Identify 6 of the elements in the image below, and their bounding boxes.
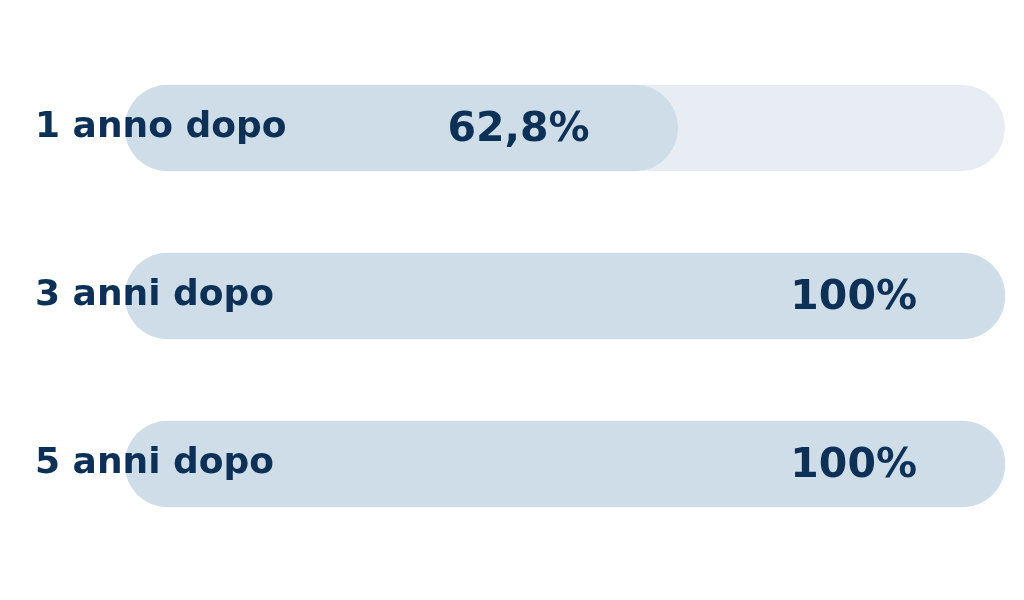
- y-tick-label: 1 anno dopo: [35, 104, 287, 146]
- data-label: 100%: [790, 438, 917, 487]
- y-tick-label: 5 anni dopo: [35, 440, 275, 482]
- data-label: 62,8%: [447, 102, 590, 151]
- data-label: 100%: [790, 270, 917, 319]
- y-tick-label: 3 anni dopo: [35, 272, 275, 314]
